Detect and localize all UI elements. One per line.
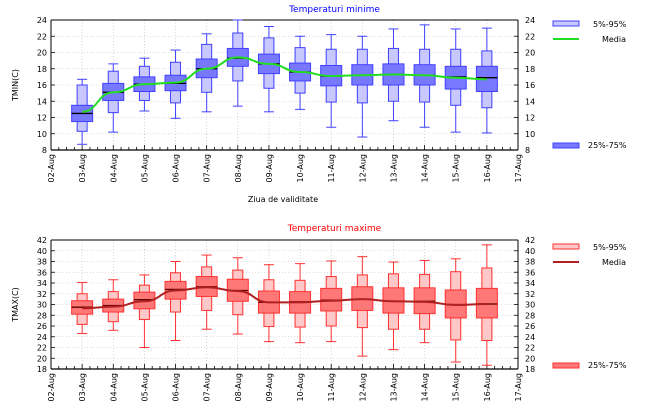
y-tick-label-right: 20 [525, 49, 535, 58]
x-tick-label: 08-Aug [234, 154, 243, 183]
x-tick-label: 14-Aug [421, 154, 430, 183]
legend-label-media: Media [602, 35, 626, 44]
y-tick-label-right: 40 [525, 247, 535, 256]
x-tick-label: 17-Aug [514, 154, 523, 183]
y-tick-label-left: 30 [37, 301, 47, 310]
x-tick-label: 15-Aug [452, 154, 461, 183]
y-tick-label-left: 16 [37, 81, 47, 90]
y-tick-label-right: 42 [525, 236, 535, 245]
legend-swatch-5-95 [552, 243, 580, 250]
y-tick-label-right: 24 [525, 16, 535, 25]
y-tick-label-right: 8 [525, 146, 530, 155]
y-tick-label-left: 28 [37, 311, 47, 320]
x-tick-label: 02-Aug [47, 373, 56, 402]
x-tick-label: 03-Aug [78, 373, 87, 402]
chart-title: Temperaturi maxime [287, 224, 382, 234]
x-tick-label: 12-Aug [358, 373, 367, 402]
y-tick-label-right: 32 [525, 290, 535, 299]
y-tick-label-right: 22 [525, 344, 535, 353]
y-tick-label-left: 24 [37, 16, 47, 25]
y-tick-label-left: 18 [37, 65, 47, 74]
y-tick-label-right: 10 [525, 130, 535, 139]
y-tick-label-right: 16 [525, 81, 535, 90]
x-tick-label: 02-Aug [47, 154, 56, 183]
legend-swatch-25-75 [552, 142, 580, 149]
x-tick-label: 06-Aug [172, 154, 181, 183]
y-tick-label-left: 34 [37, 279, 47, 288]
x-tick-label: 12-Aug [358, 154, 367, 183]
x-tick-label: 14-Aug [421, 373, 430, 402]
y-tick-label-left: 18 [37, 365, 47, 374]
y-tick-label-left: 38 [37, 258, 47, 267]
legend-label-5-95: 5%-95% [593, 20, 627, 29]
y-tick-label-left: 22 [37, 344, 47, 353]
y-tick-label-right: 28 [525, 311, 535, 320]
legend-label-25-75: 25%-75% [588, 141, 627, 150]
y-tick-label-right: 30 [525, 301, 535, 310]
x-tick-label: 17-Aug [514, 373, 523, 402]
y-tick-label-right: 20 [525, 354, 535, 363]
y-tick-label-left: 24 [37, 333, 47, 342]
x-tick-label: 05-Aug [140, 154, 149, 183]
x-tick-label: 16-Aug [483, 373, 492, 402]
x-tick-label: 08-Aug [234, 373, 243, 402]
legend-swatch-5-95 [552, 20, 580, 27]
y-tick-label-left: 32 [37, 290, 47, 299]
x-tick-label: 09-Aug [265, 154, 274, 183]
x-tick-label: 04-Aug [109, 154, 118, 183]
x-tick-label: 10-Aug [296, 373, 305, 402]
legend-label-25-75: 25%-75% [588, 361, 627, 370]
y-tick-label-right: 22 [525, 32, 535, 41]
y-tick-label-right: 12 [525, 114, 535, 123]
y-tick-label-left: 8 [42, 146, 47, 155]
x-tick-label: 13-Aug [389, 373, 398, 402]
x-axis-label: Ziua de validitate [248, 195, 318, 204]
x-tick-label: 07-Aug [203, 373, 212, 402]
y-tick-label-right: 36 [525, 268, 535, 277]
y-tick-label-right: 24 [525, 333, 535, 342]
x-tick-label: 11-Aug [327, 154, 336, 183]
y-tick-label-left: 36 [37, 268, 47, 277]
y-tick-label-left: 26 [37, 322, 47, 331]
y-tick-label-left: 20 [37, 49, 47, 58]
mean-series-line [82, 56, 487, 113]
x-tick-label: 13-Aug [389, 154, 398, 183]
legend-label-media: Media [602, 258, 626, 267]
y-axis-label: TMIN(C) [11, 69, 20, 102]
y-tick-label-right: 14 [525, 97, 535, 106]
y-tick-label-left: 40 [37, 247, 47, 256]
y-tick-label-left: 42 [37, 236, 47, 245]
x-tick-label: 09-Aug [265, 373, 274, 402]
chart-title: Temperaturi minime [288, 5, 380, 15]
legend-swatch-25-75 [552, 362, 580, 369]
y-tick-label-left: 10 [37, 130, 47, 139]
x-tick-label: 15-Aug [452, 373, 461, 402]
y-tick-label-right: 26 [525, 322, 535, 331]
x-tick-label: 07-Aug [203, 154, 212, 183]
x-tick-label: 16-Aug [483, 154, 492, 183]
y-axis-label: TMAX(C) [11, 287, 20, 323]
y-tick-label-right: 34 [525, 279, 535, 288]
y-tick-label-right: 18 [525, 65, 535, 74]
y-tick-label-left: 14 [37, 97, 47, 106]
x-tick-label: 06-Aug [172, 373, 181, 402]
x-tick-label: 05-Aug [140, 373, 149, 402]
y-tick-label-left: 20 [37, 354, 47, 363]
y-tick-label-right: 38 [525, 258, 535, 267]
legend-label-5-95: 5%-95% [593, 243, 627, 252]
y-tick-label-right: 18 [525, 365, 535, 374]
x-tick-label: 04-Aug [109, 373, 118, 402]
y-tick-label-left: 22 [37, 32, 47, 41]
mean-series-line [82, 286, 487, 310]
x-tick-label: 10-Aug [296, 154, 305, 183]
x-tick-label: 11-Aug [327, 373, 336, 402]
y-tick-label-left: 12 [37, 114, 47, 123]
x-tick-label: 03-Aug [78, 154, 87, 183]
